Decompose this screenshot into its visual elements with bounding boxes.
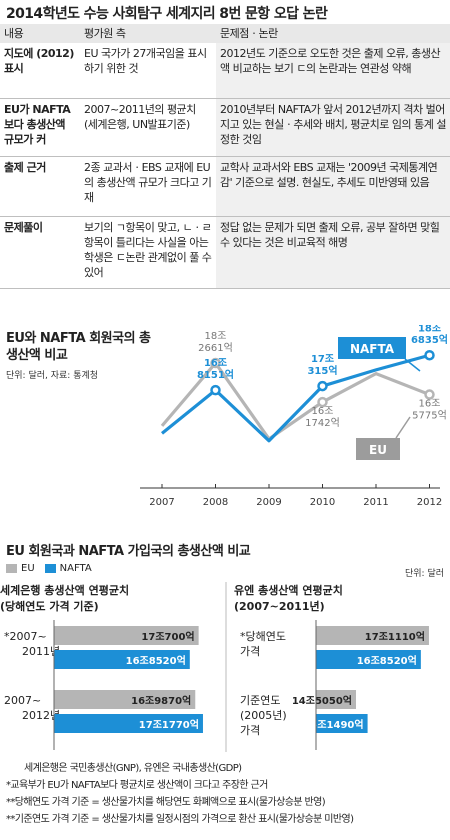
bar-charts: 세계은행 총생산액 연평균치 (당해연도 가격 기준) *2007~ 2011년 17조… xyxy=(0,582,429,752)
bar-category-label: 2007~ 2012년 xyxy=(4,694,60,722)
bar-value-label: 17조1110억 xyxy=(365,631,425,643)
table-title: 2014학년도 수능 사회탐구 세계지리 8번 문항 오답 논란 xyxy=(6,6,328,22)
bar-value-label: 16조8520억 xyxy=(126,655,186,667)
x-tick-label: 2011 xyxy=(363,497,388,508)
bar-value-label: 14조5050억 xyxy=(292,695,352,707)
data-point-nafta xyxy=(210,384,221,396)
row-issue: 2012년도 기준으로 오도한 것은 출제 오류, 총생산액 비교하는 보기 ㄷ… xyxy=(216,43,450,99)
bar-legend: EU NAFTA xyxy=(6,563,92,574)
series-line-nafta xyxy=(160,353,430,443)
bar-value-label: 15조1490억 xyxy=(303,719,363,731)
bar-value-label: 17조700억 xyxy=(141,631,194,643)
footnote: *교육부가 EU가 NAFTA보다 평균치로 생산액이 크다고 주장한 근거 xyxy=(6,780,268,791)
bar-nafta xyxy=(54,714,203,733)
row-issue: 정답 없는 문제가 되면 출제 오류, 공부 잘하면 맞힐 수 있다는 것은 비… xyxy=(216,216,450,289)
series-tag-nafta xyxy=(338,337,406,359)
section2-title: EU 회원국과 NAFTA 가입국의 총생산액 비교 xyxy=(6,544,251,559)
table-row: 출제 근거 2종 교과서ㆍEBS 교재에 EU의 총생산액 규모가 크다고 기재… xyxy=(0,156,450,217)
data-label-nafta: 18조 6835억 xyxy=(411,325,448,346)
row-label: EU가 NAFTA 보다 총생산액 규모가 커 xyxy=(0,98,80,157)
data-label-eu: 16조 1742억 xyxy=(305,406,340,429)
x-tick-label: 2012 xyxy=(417,497,442,508)
data-point-nafta xyxy=(424,349,435,361)
data-point-eu xyxy=(424,389,435,400)
bar-category-label: *당해연도 가격 xyxy=(240,629,286,658)
row-label: 출제 근거 xyxy=(0,156,80,217)
row-kice: 보기의 ㄱ항목이 맞고, ㄴㆍㄹ항목이 틀리다는 사실을 아는 학생은 ㄷ논란 … xyxy=(80,216,216,289)
table-header-row: 내용 평가원 측 문제점ㆍ논란 xyxy=(0,24,450,43)
bar-panel-title: 세계은행 총생산액 연평균치 xyxy=(0,583,129,597)
bar-panel-title: 유엔 총생산액 연평균치 xyxy=(234,583,343,597)
series-tag-pointer xyxy=(395,416,411,439)
x-tick-label: 2007 xyxy=(149,497,174,508)
row-kice: EU 국가가 27개국임을 표시하기 위한 것 xyxy=(80,43,216,99)
series-tag-label: EU xyxy=(369,443,387,457)
header-issue: 문제점ㆍ논란 xyxy=(216,24,450,43)
row-kice: 2종 교과서ㆍEBS 교재에 EU의 총생산액 규모가 크다고 기재 xyxy=(80,156,216,217)
table-row: EU가 NAFTA 보다 총생산액 규모가 커 2007~2011년의 평균치 … xyxy=(0,98,450,157)
row-label: 문제풀이 xyxy=(0,216,80,289)
footnotes: 세계은행은 국민총생산(GNP), 유엔은 국내총생산(GDP) *교육부가 E… xyxy=(6,760,354,828)
legend-label-eu: EU xyxy=(21,563,35,574)
data-label-nafta: 16조 8151억 xyxy=(197,357,234,381)
footnote: 세계은행은 국민총생산(GNP), 유엔은 국내총생산(GDP) xyxy=(24,763,242,774)
bar-eu xyxy=(54,626,199,645)
legend-swatch-eu xyxy=(6,564,17,573)
line-chart-title: EU와 NAFTA 회원국의 총생산액 비교 xyxy=(6,331,151,363)
data-label-nafta: 17조 315억 xyxy=(307,353,337,377)
data-label-eu: 16조 5775억 xyxy=(412,399,447,422)
bar-unit: 단위: 달러 xyxy=(404,569,444,579)
bar-panel-subtitle: (당해연도 가격 기준) xyxy=(0,599,99,613)
row-label: 지도에 (2012) 표시 xyxy=(0,43,80,99)
line-chart: 2007 2008 2009 2010 2011 2012 18조 2661억 16조 1742억… xyxy=(140,325,448,508)
series-tag-label: NAFTA xyxy=(350,342,395,356)
bar-eu xyxy=(316,690,356,709)
bar-nafta xyxy=(316,650,421,669)
bar-value-label: 17조1770억 xyxy=(139,719,199,731)
footnote: **당해연도 가격 기준 = 생산물가치를 해당연도 화폐액으로 표시(물가상승… xyxy=(6,797,326,808)
bar-nafta xyxy=(316,714,368,733)
bar-eu xyxy=(316,626,429,645)
data-point-eu xyxy=(317,396,328,408)
header-content: 내용 xyxy=(0,24,80,43)
controversy-table: 내용 평가원 측 문제점ㆍ논란 지도에 (2012) 표시 EU 국가가 27개… xyxy=(0,24,450,289)
bar-category-label: *2007~ 2011년 xyxy=(4,630,60,658)
row-issue: 2010년부터 NAFTA가 앞서 2012년까지 격차 벌어지고 있는 현실ㆍ… xyxy=(216,98,450,157)
row-kice: 2007~2011년의 평균치 (세계은행, UN발표기준) xyxy=(80,98,216,157)
series-tag-pointer xyxy=(404,358,421,372)
bar-category-label: 기준연도 (2005년) 가격 xyxy=(240,694,287,737)
bar-value-label: 16조8520억 xyxy=(357,655,417,667)
data-label-eu: 18조 2661억 xyxy=(198,331,233,354)
data-point-eu xyxy=(210,357,221,369)
table-row: 지도에 (2012) 표시 EU 국가가 27개국임을 표시하기 위한 것 20… xyxy=(0,43,450,99)
series-tag-eu xyxy=(356,438,400,460)
series-line-eu xyxy=(160,361,431,441)
line-chart-unit: 단위: 달러, 자료: 통계청 xyxy=(6,371,99,381)
legend-label-nafta: NAFTA xyxy=(59,563,92,574)
legend-swatch-nafta xyxy=(44,564,56,573)
footnote: **기준연도 가격 기준 = 생산물가치를 일정시점의 가격으로 환산 표시(물… xyxy=(6,814,354,825)
data-point-nafta xyxy=(317,380,328,392)
bar-value-label: 16조9870억 xyxy=(131,695,191,707)
header-kice: 평가원 측 xyxy=(80,24,216,43)
row-issue: 교학사 교과서와 EBS 교재는 '2009년 국제통계연감' 기준으로 설명.… xyxy=(216,156,450,217)
bar-panel-subtitle: (2007~2011년) xyxy=(234,599,325,613)
bar-nafta xyxy=(54,650,190,669)
table-row: 문제풀이 보기의 ㄱ항목이 맞고, ㄴㆍㄹ항목이 틀리다는 사실을 아는 학생은… xyxy=(0,216,450,289)
x-tick-label: 2008 xyxy=(203,497,228,508)
bar-eu xyxy=(54,690,196,709)
x-tick-label: 2009 xyxy=(256,497,281,508)
x-tick-label: 2010 xyxy=(310,497,335,508)
